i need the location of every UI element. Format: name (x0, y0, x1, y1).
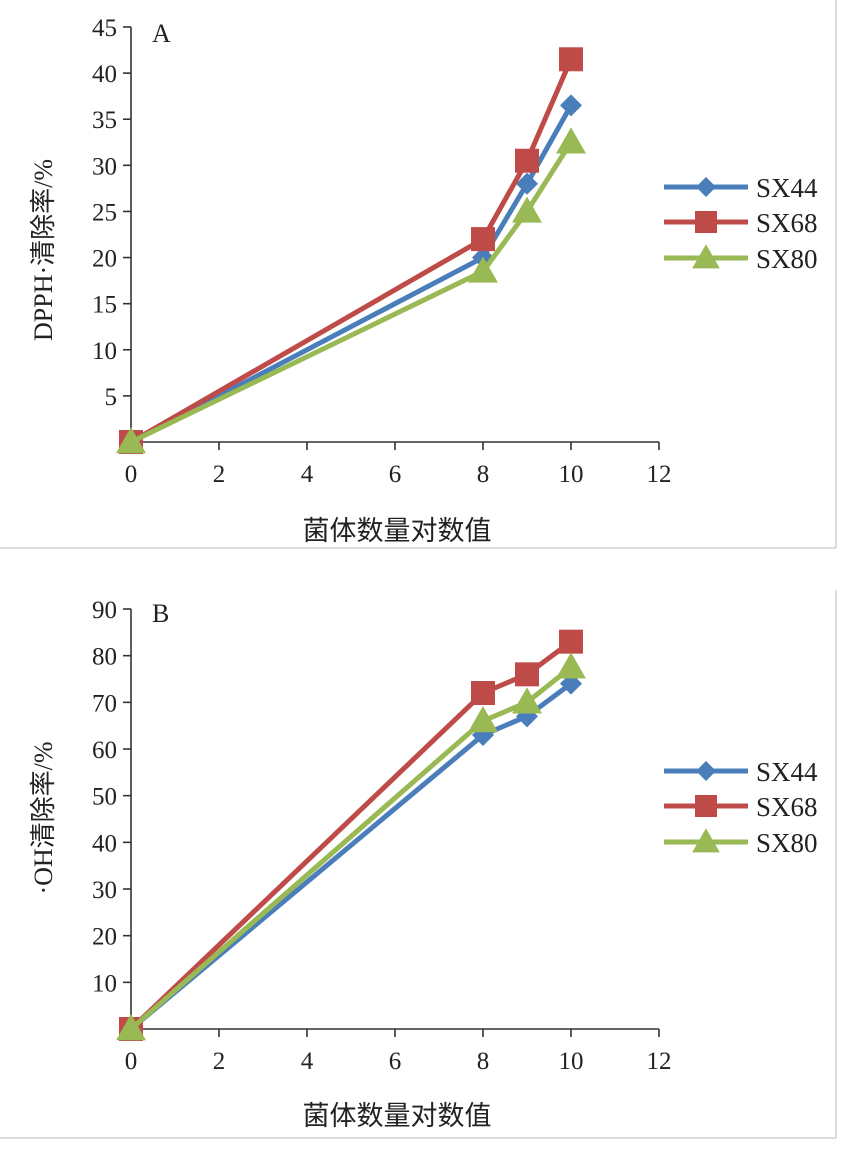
data-point-sx68 (471, 227, 495, 252)
legend-marker-sx68 (695, 795, 717, 817)
y-tick-label: 20 (92, 924, 117, 951)
legend-label-sx44: SX44 (756, 757, 818, 787)
y-tick-label: 10 (92, 970, 117, 997)
y-tick-label: 45 (92, 15, 117, 42)
y-tick-label: 60 (92, 737, 117, 764)
x-axis-title: 菌体数量对数值 (303, 516, 492, 546)
chart-panel-a: A DPPH·清除率/% 菌体数量对数值 5 10 15 20 25 30 35 40 45 0 2… (0, 0, 837, 549)
x-tick-label: 6 (389, 1048, 402, 1075)
series-line-sx44 (128, 102, 574, 445)
x-tick-label: 2 (213, 461, 226, 488)
data-point-sx80 (512, 687, 542, 714)
series-line-sx80 (128, 139, 574, 445)
legend-marker-sx44 (696, 177, 716, 197)
data-point-sx68 (515, 148, 539, 173)
x-tick-label: 12 (647, 461, 672, 488)
legend-label-sx44: SX44 (756, 173, 818, 203)
x-tick-label: 8 (477, 1048, 490, 1075)
series-line-sx68 (128, 639, 574, 1032)
legend-marker-sx80 (692, 244, 720, 269)
axes: 10 20 30 40 50 60 70 80 90 0 2 4 6 8 10 12 (92, 597, 672, 1075)
y-tick-label: 10 (92, 338, 117, 365)
series-line-sx44 (128, 681, 574, 1032)
data-point-sx44 (560, 94, 582, 117)
x-tick-label: 2 (213, 1048, 226, 1075)
x-tick-label: 6 (389, 461, 402, 488)
legend-marker-sx44 (696, 761, 716, 781)
y-tick-label: 40 (92, 830, 117, 857)
data-point-sx80 (556, 127, 586, 154)
y-tick-label: 30 (92, 877, 117, 904)
legend-label-sx68: SX68 (756, 792, 818, 822)
x-tick-label: 4 (301, 1048, 314, 1075)
chart-panel-b: B ·OH清除率/% 菌体数量对数值 10 20 30 40 50 60 70 80 90 0 2 4… (0, 590, 837, 1139)
series-layer (116, 629, 586, 1041)
legend: SX44 SX68 SX80 (664, 757, 818, 858)
x-tick-label: 10 (559, 1048, 584, 1075)
x-axis-title: 菌体数量对数值 (303, 1101, 492, 1131)
x-tick-label: 0 (125, 461, 138, 488)
x-tick-label: 4 (301, 461, 314, 488)
legend-marker-sx68 (695, 211, 717, 233)
y-tick-label: 80 (92, 644, 117, 671)
legend-label-sx80: SX80 (756, 828, 818, 858)
legend-marker-sx80 (692, 828, 720, 853)
data-point-sx80 (468, 706, 498, 733)
x-tick-label: 10 (559, 461, 584, 488)
x-tick-label: 0 (125, 1048, 138, 1075)
y-tick-label: 15 (92, 292, 117, 319)
y-tick-label: 40 (92, 61, 117, 88)
y-tick-label: 20 (92, 246, 117, 273)
data-point-sx68 (559, 47, 583, 72)
data-point-sx80 (468, 256, 498, 283)
data-point-sx80 (116, 1014, 146, 1041)
data-point-sx80 (116, 427, 146, 454)
y-tick-label: 35 (92, 107, 117, 134)
series-line-sx80 (128, 664, 574, 1032)
y-tick-label: 25 (92, 199, 117, 226)
legend-label-sx68: SX68 (756, 208, 818, 238)
y-tick-label: 90 (92, 597, 117, 624)
x-tick-label: 12 (647, 1048, 672, 1075)
y-tick-label: 30 (92, 153, 117, 180)
legend: SX44 SX68 SX80 (664, 173, 818, 274)
legend-label-sx80: SX80 (756, 244, 818, 274)
y-axis-title: DPPH·清除率/% (29, 159, 58, 341)
data-point-sx68 (559, 629, 583, 654)
x-tick-label: 8 (477, 461, 490, 488)
y-axis-title: ·OH清除率/% (29, 741, 58, 894)
data-point-sx80 (556, 652, 586, 679)
data-point-sx68 (515, 662, 539, 687)
data-point-sx80 (512, 196, 542, 223)
panel-label: A (152, 19, 171, 48)
data-point-sx68 (471, 681, 495, 705)
y-tick-label: 50 (92, 784, 117, 811)
series-layer (116, 47, 586, 454)
panel-label: B (152, 599, 169, 628)
axes: 5 10 15 20 25 30 35 40 45 0 2 4 6 8 10 12 (92, 15, 672, 488)
series-line-sx68 (128, 56, 574, 445)
y-tick-label: 5 (105, 384, 118, 411)
y-tick-label: 70 (92, 690, 117, 717)
data-point-sx44 (516, 172, 538, 195)
